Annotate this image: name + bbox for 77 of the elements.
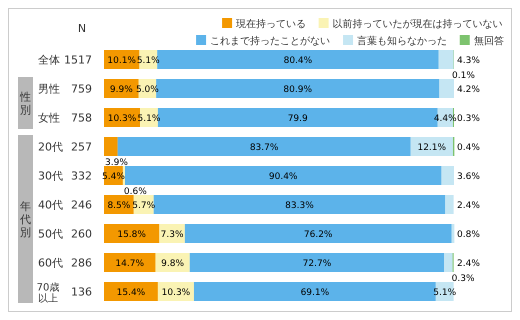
y-tick-label: 40代 [38, 198, 63, 212]
data-label: 3.9% [105, 158, 128, 168]
y-tick-label: 50代 [38, 228, 63, 240]
bar [104, 282, 158, 301]
legend-label: 無回答 [474, 35, 504, 47]
data-label: 5.1% [433, 288, 457, 298]
bar [184, 224, 452, 243]
bar [104, 253, 156, 272]
bar [104, 224, 160, 243]
y-tick-label: 20代 [38, 140, 63, 154]
text: 1517 [64, 54, 92, 66]
bar [441, 166, 454, 185]
data-label: 9.8% [161, 259, 184, 269]
bar [452, 224, 454, 243]
data-label: 79.9 [288, 114, 308, 124]
data-label: 0.3% [452, 274, 475, 284]
bar [125, 166, 442, 185]
data-label: 0.1% [452, 71, 476, 81]
bar [410, 137, 453, 156]
text: 257 [71, 140, 92, 154]
text: 246 [71, 198, 92, 212]
bar [444, 253, 453, 272]
y-tick-label: 30代 [38, 170, 63, 182]
data-label: 10.3% [108, 114, 137, 124]
data-label: 0.6% [124, 187, 148, 197]
legend-label: これまで持ったことがない [210, 35, 330, 47]
data-label: 15.8% [117, 230, 146, 240]
data-label: 4.4% [434, 114, 458, 124]
data-label: 83.3% [285, 201, 314, 211]
y-tick-label: 60代 [38, 256, 63, 270]
data-label: 9.9% [110, 85, 134, 95]
bar [445, 195, 454, 214]
bar [190, 253, 444, 272]
text: 286 [71, 256, 92, 270]
data-label: 4.3% [457, 56, 480, 66]
legend-label: 現在持っている [236, 18, 306, 30]
y-tick-label: 男性 [38, 82, 60, 96]
data-label: 83.7% [250, 143, 279, 153]
text: 332 [71, 170, 92, 182]
text: 260 [71, 228, 92, 240]
bar [104, 137, 118, 156]
bar [439, 79, 454, 98]
data-label: 0.4% [457, 143, 480, 153]
data-label: 2.4% [457, 201, 480, 211]
y-tick-label: 女性 [38, 112, 60, 124]
text: 758 [71, 112, 92, 124]
data-label: 3.6% [457, 172, 480, 182]
data-label: 72.7% [302, 259, 332, 269]
data-label: 90.4% [268, 172, 298, 182]
text: 136 [71, 286, 92, 298]
bar [438, 50, 454, 69]
data-label: 4.2% [457, 85, 480, 95]
data-label: 7.3% [160, 230, 184, 240]
data-label: 2.4% [457, 259, 480, 269]
data-label: 80.9% [283, 85, 312, 95]
text: 性別 [19, 90, 31, 116]
legend-label: 以前持っていたが現在は持っていない [332, 18, 503, 30]
y-tick-label: 70歳以上 [36, 282, 60, 304]
data-label: 0.3% [457, 114, 480, 124]
y-tick-label: 全体 [38, 54, 60, 66]
text: 759 [71, 82, 92, 96]
data-label: 69.1% [300, 288, 330, 298]
text: 年代別 [19, 200, 31, 239]
data-label: 12.1% [417, 143, 447, 153]
data-label: 10.3% [162, 288, 191, 298]
data-label: 8.5% [107, 201, 131, 211]
data-label: 15.4% [116, 288, 146, 298]
bar [194, 282, 436, 301]
bar [154, 195, 446, 214]
legend-label: 言葉も知らなかった [357, 35, 448, 47]
data-label: 10.1% [107, 56, 136, 66]
data-label: 76.2% [304, 230, 333, 240]
data-label: 14.7% [115, 259, 144, 269]
data-label: 0.8% [457, 230, 480, 240]
data-label: 80.4% [284, 56, 313, 66]
text: N [78, 22, 86, 35]
bar [118, 137, 411, 156]
